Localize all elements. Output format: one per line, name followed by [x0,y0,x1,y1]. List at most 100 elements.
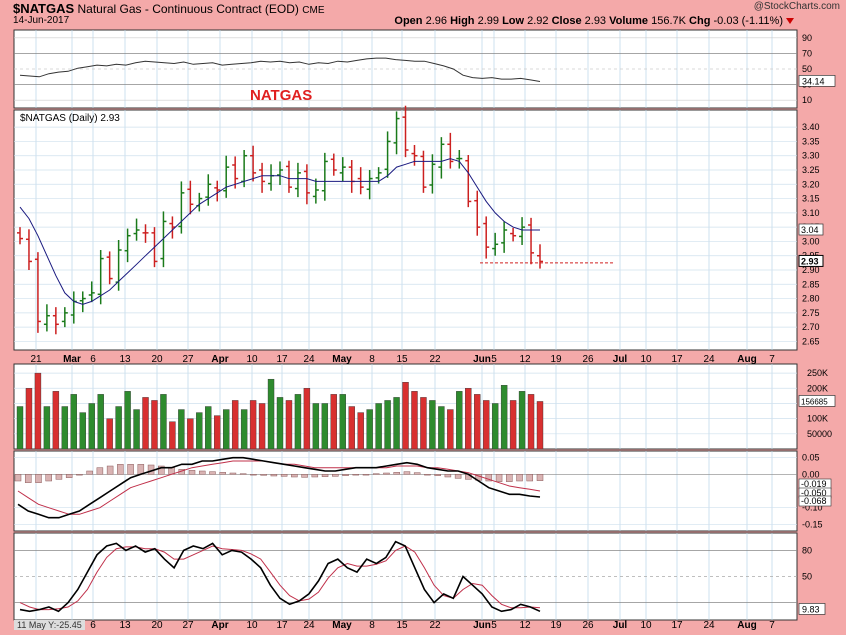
price-bar [133,218,140,241]
x-axis-label: Mar [63,354,81,365]
price-bar [88,281,95,303]
volume-bar [438,406,445,450]
macd-value-label: -0.019 [801,479,827,489]
price-tick-label: 2.75 [802,308,820,318]
x-axis-label: 19 [550,354,562,365]
volume-bar [330,394,337,450]
price-tick-label: 3.10 [802,208,820,218]
macd-histogram-bar [229,472,237,475]
macd-tick-label: 0.00 [802,469,820,479]
macd-histogram-bar [291,474,298,478]
volume-bar [115,406,122,450]
stoch-tick-label: 50 [802,572,812,582]
volume-bar [142,397,149,450]
macd-histogram-bar [45,474,52,482]
price-bar [294,162,301,198]
rsi-value-box [798,75,836,87]
price-bar [429,154,436,194]
volume-tick-label: 50000 [807,429,832,439]
bottom-x-label: 17 [671,620,683,631]
volume-bar [500,385,508,450]
volume-bar [151,400,158,450]
price-bar [438,137,445,179]
volume-bar [231,400,239,450]
x-axis-label: Jul [613,354,628,365]
price-bar [492,232,499,256]
macd-histogram-bar [526,474,534,482]
chart-header: $NATGAS Natural Gas - Continuous Contrac… [0,0,846,30]
bottom-x-label: 6 [90,620,96,631]
macd-histogram-bar [86,470,93,475]
macd-histogram-bar [362,474,370,476]
macd-histogram-bar [76,474,83,476]
price-tick-label: 3.35 [802,136,820,146]
moving-average-line [19,158,540,305]
x-axis-label: 6 [90,354,96,365]
x-axis-label: Jun [473,354,491,365]
price-bar [447,132,454,169]
bottom-x-label: 5 [491,620,497,631]
close-label: Close [551,15,582,27]
macd-value-box [798,495,832,507]
bottom-x-label: 22 [429,620,441,631]
macd-histogram-bar [219,472,226,475]
macd-histogram-bar [117,464,124,475]
price-bar [214,180,221,202]
price-bar [519,217,526,245]
x-axis-label: 12 [519,354,531,365]
macd-histogram-bar [495,474,503,482]
macd-tick-label: -0.10 [802,503,823,513]
x-axis-label: 5 [491,354,497,365]
price-bar [160,211,167,268]
bottom-x-label: 15 [396,620,408,631]
ma-value-box [798,223,824,236]
price-tick-label: 3.30 [802,151,820,161]
volume-bar [420,397,427,450]
x-axis-label: 22 [429,354,441,365]
price-tick-label: 2.70 [802,322,820,332]
volume-bar [214,415,221,450]
macd-tick-label: 0.05 [802,453,820,463]
volume-bar [240,409,248,450]
volume-bar [25,388,33,450]
price-bar [52,307,59,335]
bottom-x-label: 7 [769,620,775,631]
price-bar [339,157,346,182]
bottom-x-label: 8 [369,620,375,631]
bottom-x-label: 12 [519,620,531,631]
volume-bar [375,403,382,450]
price-bar [528,217,535,265]
macd-histogram-bar [106,465,114,475]
volume-bar [357,412,364,450]
x-axis-label: 17 [671,354,683,365]
price-value-label: 2.93 [801,256,819,266]
x-axis-label: 27 [182,354,194,365]
macd-histogram-bar [158,465,165,475]
bottom-x-label: Aug [737,620,756,631]
low-value: 2.92 [527,15,549,27]
macd-histogram-bar [270,474,278,477]
x-axis-label: May [332,354,352,365]
macd-histogram-bar [260,474,267,476]
volume-bar [160,394,167,450]
volume-tick-label: 200K [807,383,828,393]
macd-histogram-bar [383,472,390,475]
rsi-tick-label: 10 [802,95,812,105]
rsi-value-label: 34.14 [802,76,825,86]
volume-label: Volume [609,15,649,27]
volume-value-label: 156685 [801,397,828,406]
stoch-tick-label: 80 [802,545,812,555]
macd-histogram-bar [301,474,308,478]
volume-bar [52,391,60,450]
macd-histogram-bar [434,474,441,476]
footer-readout: 11 May Y:-25.45 [14,620,85,630]
price-bar [142,224,149,243]
price-bar [223,155,230,198]
price-bar [250,145,257,182]
price-bar [384,131,391,178]
macd-histogram-bar [321,474,329,477]
volume-bar [411,391,418,450]
bottom-x-label: 20 [151,620,163,631]
volume-bar [456,391,463,450]
volume-bar [312,403,320,450]
